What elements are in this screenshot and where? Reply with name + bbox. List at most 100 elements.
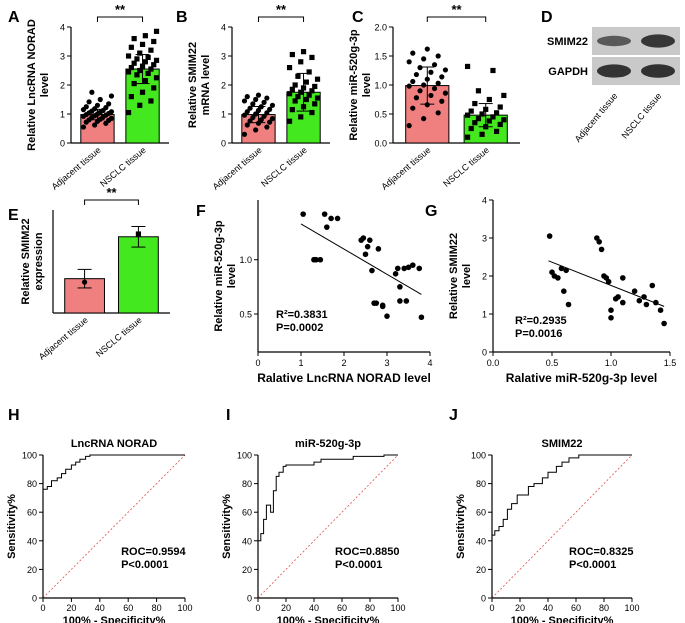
x-tick-label: 4 xyxy=(427,358,432,368)
x-tick-label: NSCLC tissue xyxy=(259,145,309,189)
data-point xyxy=(267,106,273,112)
y-tick-label: 0.5 xyxy=(374,110,387,120)
y-tick-label: 80 xyxy=(27,479,37,489)
data-point xyxy=(394,265,401,272)
data-point xyxy=(598,246,605,253)
y-tick-label: 20 xyxy=(476,565,486,575)
blot-lane-label: Adjacent tissue xyxy=(573,91,620,144)
data-point xyxy=(80,124,87,130)
data-point xyxy=(108,115,115,121)
data-point xyxy=(417,65,423,71)
significance-label: ** xyxy=(115,2,126,17)
data-point xyxy=(397,284,403,290)
significance-label: ** xyxy=(451,2,462,17)
y-tick-label: 0 xyxy=(482,348,487,358)
data-point xyxy=(148,66,154,72)
data-point xyxy=(286,118,293,124)
data-point xyxy=(298,114,304,120)
data-point xyxy=(417,88,423,94)
panel-label-e: E xyxy=(8,207,19,224)
data-point xyxy=(653,299,659,306)
data-point xyxy=(435,53,441,59)
data-point xyxy=(148,98,154,104)
data-point xyxy=(401,265,408,272)
y-axis-label: Relative miR-520g-3p xyxy=(213,220,225,332)
y-tick-label: 100 xyxy=(471,451,486,461)
data-point xyxy=(561,288,567,295)
roc-curve xyxy=(257,454,398,598)
data-point xyxy=(641,294,647,300)
data-point xyxy=(468,125,474,132)
data-point xyxy=(312,101,318,107)
chart-title: LncRNA NORAD xyxy=(71,438,157,450)
data-point xyxy=(501,117,507,123)
p-value-label: P=0.0016 xyxy=(515,328,562,340)
y-axis-label: Relative SMIM22 xyxy=(448,233,460,319)
x-tick-label: 1.0 xyxy=(605,358,618,368)
x-tick-label: 0 xyxy=(489,603,494,613)
roc-auc-label: ROC=0.9594 xyxy=(121,546,186,558)
data-point xyxy=(97,96,103,103)
p-value-label: P<0.0001 xyxy=(335,559,382,571)
y-tick-label: 4 xyxy=(221,23,226,33)
data-point xyxy=(255,107,262,114)
y-axis-label: level xyxy=(361,73,373,97)
data-point xyxy=(497,121,503,128)
data-point xyxy=(153,75,160,81)
y-axis-label: level xyxy=(461,264,473,288)
panel-c: 0.0 0.5 1.0 1.5 2.0 Adjacent tissue NSCLC tiss… xyxy=(348,2,520,192)
x-tick-label: 80 xyxy=(599,603,609,613)
y-tick-label: 20 xyxy=(242,565,252,575)
blot-row-label: SMIM22 xyxy=(547,36,588,48)
data-point xyxy=(292,98,298,104)
data-point xyxy=(497,104,503,110)
data-point xyxy=(418,314,425,321)
data-point xyxy=(410,262,416,268)
significance-label: ** xyxy=(106,185,117,200)
x-tick-label: NSCLC tissue xyxy=(94,315,144,359)
y-tick-label: 3 xyxy=(60,52,65,62)
y-tick-label: 1.0 xyxy=(239,255,252,265)
x-tick-label: Adjacent tissue xyxy=(50,145,103,192)
data-point xyxy=(360,235,367,241)
data-point xyxy=(442,67,449,73)
r-squared-label: R²=0.3831 xyxy=(276,309,328,321)
data-point xyxy=(267,119,273,125)
data-point xyxy=(479,131,485,137)
data-point xyxy=(139,63,146,69)
data-point xyxy=(145,70,151,76)
data-point xyxy=(128,94,134,100)
data-point xyxy=(661,320,667,327)
data-point xyxy=(295,94,301,100)
data-point xyxy=(125,109,132,116)
data-point xyxy=(483,106,489,112)
data-point xyxy=(261,113,267,119)
data-point xyxy=(86,99,92,105)
data-point xyxy=(410,105,416,111)
data-point xyxy=(321,211,328,217)
x-tick-label: 0 xyxy=(255,358,260,368)
x-tick-label: NSCLC tissue xyxy=(98,145,148,189)
panel-label-c: C xyxy=(352,9,364,26)
panel-d: SMIM22 GAPDH Adjacent tissue NSCLC tissue xyxy=(547,27,680,144)
data-point xyxy=(258,117,264,123)
data-point xyxy=(439,98,445,104)
x-tick-label: 60 xyxy=(337,603,347,613)
data-point xyxy=(631,288,638,295)
data-point xyxy=(92,106,98,112)
x-tick-label: 0.0 xyxy=(487,358,500,368)
r-squared-label: R²=0.2935 xyxy=(515,315,567,327)
blot-band xyxy=(597,64,631,78)
y-axis-label: expression xyxy=(33,232,45,290)
significance-bracket xyxy=(426,16,487,22)
data-point xyxy=(403,298,410,304)
y-tick-label: 80 xyxy=(476,479,486,489)
x-tick-label: 0.5 xyxy=(546,358,559,368)
data-point xyxy=(406,83,412,89)
panel-label-g: G xyxy=(425,203,437,220)
y-tick-label: 1.5 xyxy=(374,52,387,62)
data-point xyxy=(493,110,500,116)
x-axis-label: Ralative miR-520g-3p level xyxy=(506,371,657,385)
